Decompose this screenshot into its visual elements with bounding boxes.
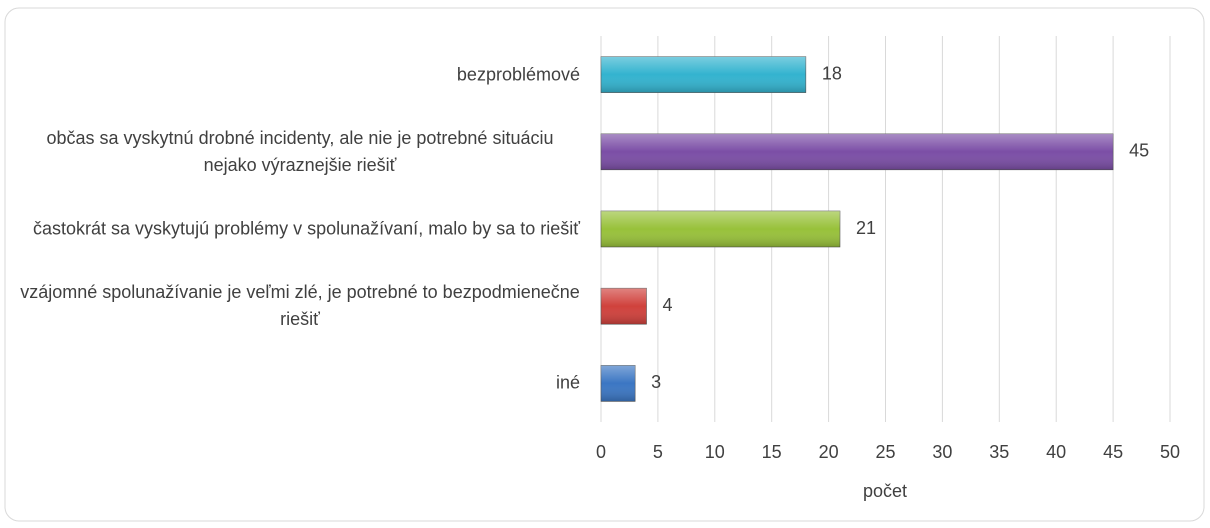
y-tick-label-box: vzájomné spolunažívanie je veľmi zlé, je… [20,279,580,333]
data-label: 21 [856,218,876,238]
x-tick-label: 20 [819,442,839,462]
data-label: 3 [651,372,661,392]
y-tick-label-box: bezproblémové [20,61,580,88]
y-tick-label: častokrát sa vyskytujú problémy v spolun… [33,218,580,239]
data-label: 18 [822,63,842,83]
y-tick-label-box: občas sa vyskytnú drobné incidenty, ale … [20,125,580,179]
y-tick-label-box: častokrát sa vyskytujú problémy v spolun… [20,216,580,243]
bar [600,365,636,402]
x-tick-label: 0 [596,442,606,462]
x-axis-label: počet [863,481,907,501]
y-tick-label: vzájomné spolunažívanie je veľmi zlé, je… [20,282,580,330]
bar [600,210,841,248]
x-tick-label: 15 [762,442,782,462]
bar [600,56,807,93]
x-tick-label: 40 [1046,442,1066,462]
y-tick-label-box: iné [20,370,580,397]
y-tick-label: občas sa vyskytnú drobné incidenty, ale … [46,127,554,175]
bar [600,287,647,325]
x-tick-label: 50 [1160,442,1180,462]
data-label: 45 [1129,141,1149,161]
x-tick-label: 5 [653,442,663,462]
x-tick-label: 25 [875,442,895,462]
x-tick-label: 10 [705,442,725,462]
x-tick-label: 45 [1103,442,1123,462]
bar [600,133,1114,171]
y-tick-label: iné [555,372,580,393]
data-label: 4 [663,295,673,315]
x-tick-label: 30 [932,442,952,462]
x-tick-label: 35 [989,442,1009,462]
y-tick-label: bezproblémové [456,64,580,85]
